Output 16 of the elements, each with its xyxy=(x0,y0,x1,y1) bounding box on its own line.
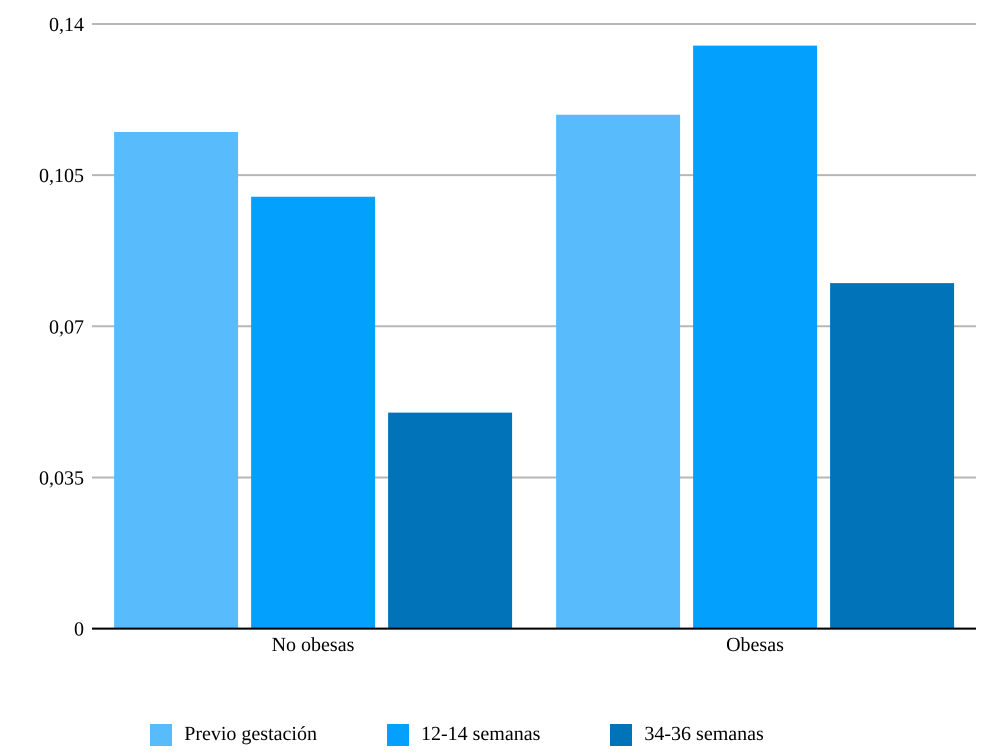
legend-label: 12-14 semanas xyxy=(420,722,540,745)
x-tick-label: No obesas xyxy=(272,634,355,656)
y-tick-label: 0,14 xyxy=(49,14,84,36)
bar xyxy=(114,132,238,629)
legend-label: Previo gestación xyxy=(184,722,317,745)
bar xyxy=(556,114,680,629)
x-tick-label: Obesas xyxy=(726,634,784,656)
y-tick-label: 0,105 xyxy=(39,165,84,188)
legend-label: 34-36 semanas xyxy=(644,722,764,745)
bar xyxy=(830,283,954,629)
y-tick-label: 0,07 xyxy=(49,316,84,338)
bar xyxy=(693,46,818,629)
y-tick-label: 0 xyxy=(74,618,84,641)
y-tick-label: 0,035 xyxy=(39,468,84,490)
bar xyxy=(251,196,376,629)
bar xyxy=(388,412,512,629)
